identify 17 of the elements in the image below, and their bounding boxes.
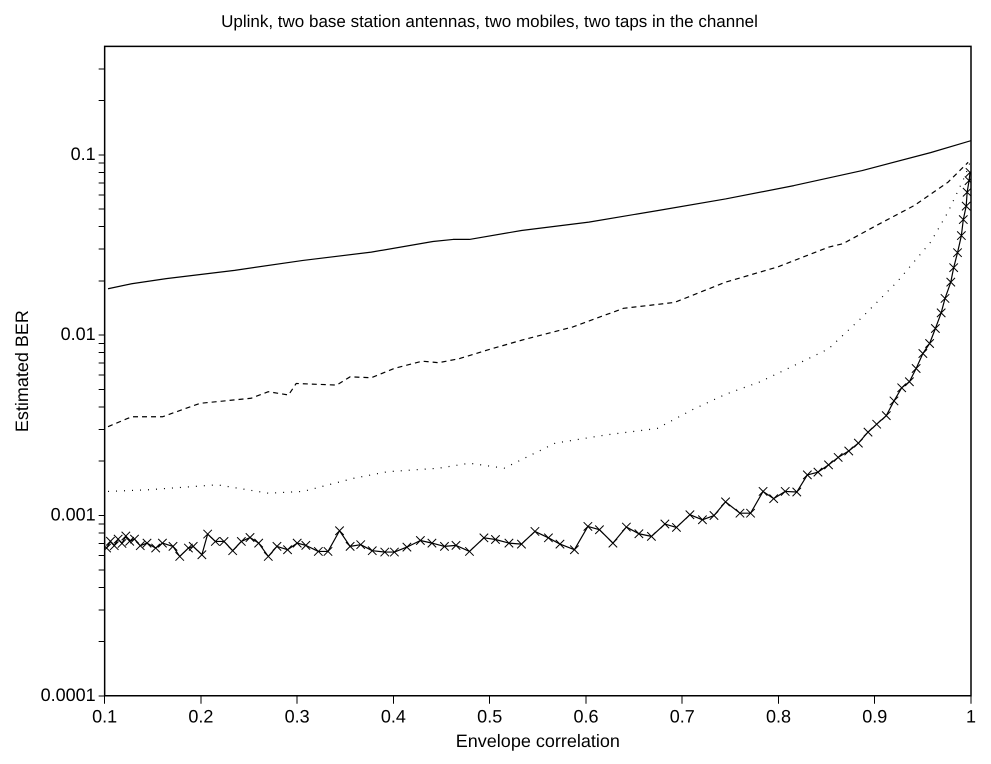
- y-tick-label: 0.001: [50, 504, 96, 524]
- x-tick-label: 0.4: [380, 706, 406, 727]
- y-tick-label: 0.01: [60, 324, 96, 344]
- y-tick-label: 0.0001: [40, 684, 96, 705]
- x-tick-label: 0.7: [670, 706, 695, 727]
- x-tick-label: 0.8: [766, 706, 791, 727]
- x-tick-label: 0.1: [92, 706, 118, 727]
- chart-title: Uplink, two base station antennas, two mobiles, two taps in the channel: [221, 12, 758, 31]
- x-axis-title: Envelope correlation: [456, 731, 620, 752]
- y-axis-title: Estimated BER: [12, 310, 32, 432]
- x-tick-label: 1: [966, 706, 976, 727]
- x-tick-label: 0.2: [188, 706, 214, 727]
- x-tick-label: 0.9: [862, 706, 888, 727]
- x-tick-label: 0.6: [573, 706, 598, 727]
- x-tick-label: 0.5: [477, 706, 502, 727]
- x-tick-label: 0.3: [284, 706, 310, 727]
- y-tick-label: 0.1: [70, 144, 96, 164]
